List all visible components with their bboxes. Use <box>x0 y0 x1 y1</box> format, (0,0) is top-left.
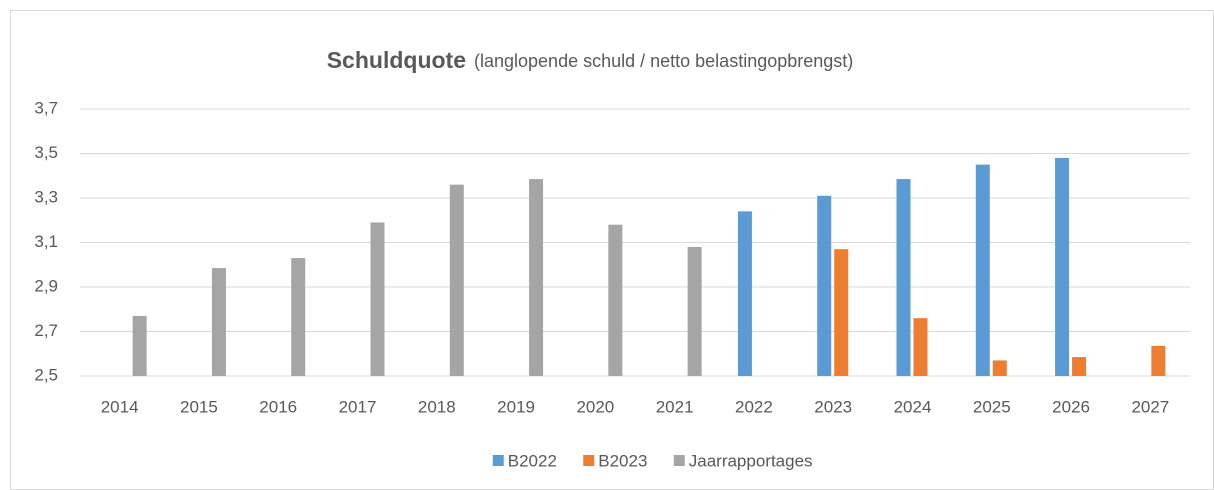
bar <box>817 195 832 376</box>
x-tick-label: 2020 <box>576 397 614 416</box>
bar <box>132 315 147 376</box>
bar <box>896 179 911 376</box>
y-tick-label: 3,5 <box>34 143 58 162</box>
x-tick-label: 2025 <box>973 397 1011 416</box>
bar <box>1055 157 1070 376</box>
bar <box>737 211 752 376</box>
x-tick-label: 2026 <box>1052 397 1090 416</box>
title: Schuldquote <box>327 47 466 73</box>
legend-swatch <box>673 455 685 466</box>
chart-title: Schuldquote (langlopende schuld / netto b… <box>327 47 854 73</box>
bar <box>608 224 623 376</box>
legend-label: B2023 <box>598 451 647 470</box>
y-tick-label: 2,9 <box>34 276 58 295</box>
y-tick-label: 2,5 <box>34 365 58 384</box>
bar <box>913 318 928 376</box>
legend-swatch <box>492 455 504 466</box>
bar <box>291 258 306 376</box>
x-tick-label: 2024 <box>894 397 932 416</box>
bar <box>687 246 702 376</box>
legend-label: B2022 <box>508 451 557 470</box>
y-tick-label: 3,3 <box>34 187 58 206</box>
y-tick-label: 3,1 <box>34 232 58 251</box>
x-tick-label: 2015 <box>180 397 218 416</box>
y-tick-label: 3,7 <box>34 98 58 117</box>
subtitle: (langlopende schuld / netto belastingopb… <box>474 51 853 71</box>
x-tick-label: 2018 <box>418 397 456 416</box>
x-tick-label: 2022 <box>735 397 773 416</box>
bar <box>449 184 464 376</box>
bar <box>211 268 226 376</box>
x-tick-label: 2023 <box>814 397 852 416</box>
x-tick-label: 2021 <box>656 397 694 416</box>
bar <box>529 179 544 376</box>
y-tick-label: 2,7 <box>34 321 58 340</box>
bar <box>992 360 1007 376</box>
bar <box>1151 345 1166 376</box>
legend-label: Jaarrapportages <box>689 451 813 470</box>
legend-swatch <box>583 455 595 466</box>
x-tick-label: 2017 <box>339 397 377 416</box>
x-tick-label: 2014 <box>101 397 139 416</box>
bar <box>1072 357 1087 376</box>
bar <box>370 222 385 376</box>
x-tick-label: 2027 <box>1131 397 1169 416</box>
bar <box>975 164 990 376</box>
x-tick-label: 2016 <box>259 397 297 416</box>
x-tick-label: 2019 <box>497 397 535 416</box>
bar <box>834 249 849 376</box>
